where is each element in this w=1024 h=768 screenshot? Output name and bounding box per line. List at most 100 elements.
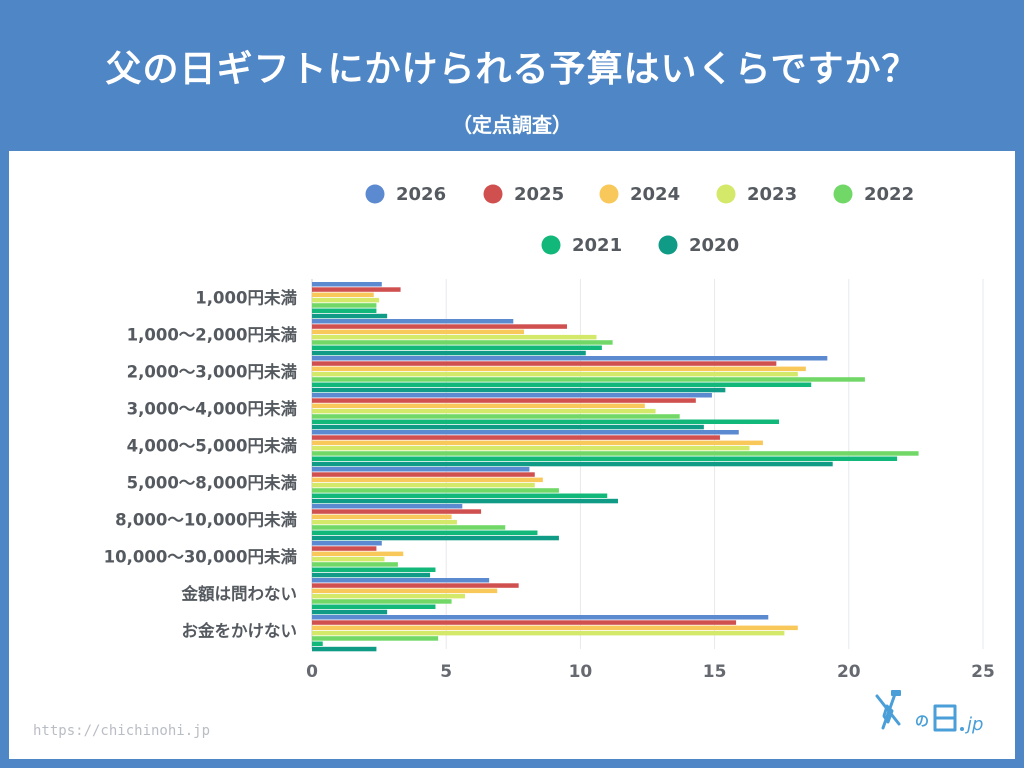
category-label: 4,000～5,000円未満 — [127, 436, 298, 456]
bar-2022 — [312, 451, 919, 456]
bar-2026 — [312, 467, 530, 472]
bar-2022 — [312, 340, 613, 345]
x-tick-label: 25 — [971, 662, 995, 682]
x-tick-label: 15 — [703, 662, 727, 682]
bar-2026 — [312, 356, 828, 361]
bar-2021 — [312, 419, 780, 424]
legend-marker — [716, 184, 736, 204]
x-tick-label: 20 — [837, 662, 861, 682]
legend-marker — [833, 184, 853, 204]
legend-label: 2025 — [514, 184, 564, 205]
bar-2023 — [312, 371, 798, 377]
legend-label: 2023 — [747, 184, 797, 205]
page-subtitle: （定点調査） — [452, 113, 572, 137]
bar-2022 — [312, 525, 506, 530]
bar-2026 — [312, 393, 712, 398]
bar-2021 — [312, 641, 323, 646]
bar-2023 — [312, 556, 385, 562]
bar-2025 — [312, 435, 720, 440]
x-tick-label: 10 — [569, 662, 593, 682]
bar-2025 — [312, 620, 737, 625]
bar-2021 — [312, 530, 538, 535]
bars — [312, 282, 919, 652]
legend-marker — [541, 235, 561, 255]
bar-2024 — [312, 514, 452, 520]
bar-2022 — [312, 562, 398, 567]
y-axis-labels: 1,000円未満 1,000～2,000円未満 2,000～3,000円未満 3,00… — [104, 288, 298, 641]
bar-2024 — [312, 292, 374, 298]
bar-2026 — [312, 578, 490, 583]
bar-2023 — [312, 630, 785, 636]
category-label: 3,000～4,000円未満 — [127, 399, 298, 419]
legend-marker — [599, 184, 619, 204]
bar-2024 — [312, 477, 543, 483]
bar-2023 — [312, 445, 750, 451]
svg-text:jp: jp — [964, 714, 983, 735]
bar-2024 — [312, 588, 498, 594]
svg-text:の: の — [915, 714, 929, 730]
bar-2020 — [312, 498, 618, 504]
bar-2020 — [312, 350, 586, 356]
bar-2025 — [312, 583, 519, 588]
bar-2020 — [312, 387, 726, 393]
bar-2021 — [312, 382, 812, 387]
logo-icon: の jp — [875, 690, 983, 735]
bar-2026 — [312, 504, 463, 509]
bar-2024 — [312, 551, 404, 557]
category-label: 2,000～3,000円未満 — [127, 362, 298, 382]
bar-2022 — [312, 414, 680, 419]
bar-2026 — [312, 615, 769, 620]
bar-2021 — [312, 567, 436, 572]
legend-label: 2026 — [396, 184, 446, 205]
bar-2020 — [312, 461, 833, 467]
bar-2023 — [312, 593, 465, 599]
chart-panel: 2026 2025 2024 2023 2022 2021 2020 1,000円未満 1,0… — [9, 151, 1015, 759]
category-label: 1,000～2,000円未満 — [127, 325, 298, 345]
site-url: https://chichinohi.jp — [33, 723, 211, 739]
category-label: 金額は問わない — [181, 584, 298, 604]
logo: の jp — [869, 686, 1009, 744]
legend-marker — [658, 235, 678, 255]
category-label: 10,000～30,000円未満 — [104, 547, 298, 567]
bar-2021 — [312, 456, 898, 461]
bar-2021 — [312, 308, 377, 313]
bar-2020 — [312, 572, 431, 578]
bar-2020 — [312, 535, 559, 541]
bar-2023 — [312, 519, 457, 525]
legend-label: 2024 — [630, 184, 680, 205]
legend: 2026 2025 2024 2023 2022 2021 2020 — [365, 184, 914, 256]
bar-2020 — [312, 646, 377, 652]
bar-2025 — [312, 472, 535, 477]
bar-2022 — [312, 488, 559, 493]
bar-2026 — [312, 282, 382, 287]
legend-label: 2020 — [689, 235, 739, 256]
bar-2026 — [312, 541, 382, 546]
bar-2023 — [312, 297, 380, 303]
bar-2021 — [312, 493, 608, 498]
bar-2020 — [312, 313, 388, 319]
bar-2022 — [312, 377, 865, 382]
bar-2023 — [312, 482, 535, 488]
bar-2022 — [312, 599, 452, 604]
bar-2020 — [312, 424, 704, 430]
x-axis-labels: 0 5 10 15 20 25 — [306, 662, 995, 682]
bar-2022 — [312, 636, 439, 641]
bar-2020 — [312, 609, 388, 615]
legend-label: 2021 — [572, 235, 622, 256]
bar-2024 — [312, 625, 798, 631]
bar-2025 — [312, 287, 401, 292]
bar-2025 — [312, 398, 696, 403]
category-label: 8,000～10,000円未満 — [115, 510, 297, 530]
bar-2022 — [312, 303, 377, 308]
bar-2024 — [312, 403, 645, 409]
bar-2026 — [312, 430, 739, 435]
bar-2025 — [312, 324, 567, 329]
bar-2025 — [312, 509, 482, 514]
category-label: 5,000～8,000円未満 — [127, 473, 298, 493]
bar-2023 — [312, 334, 597, 340]
bar-2021 — [312, 345, 602, 350]
category-label: 1,000円未満 — [195, 288, 297, 308]
legend-label: 2022 — [864, 184, 914, 205]
bar-2023 — [312, 408, 656, 414]
x-tick-label: 0 — [306, 662, 318, 682]
